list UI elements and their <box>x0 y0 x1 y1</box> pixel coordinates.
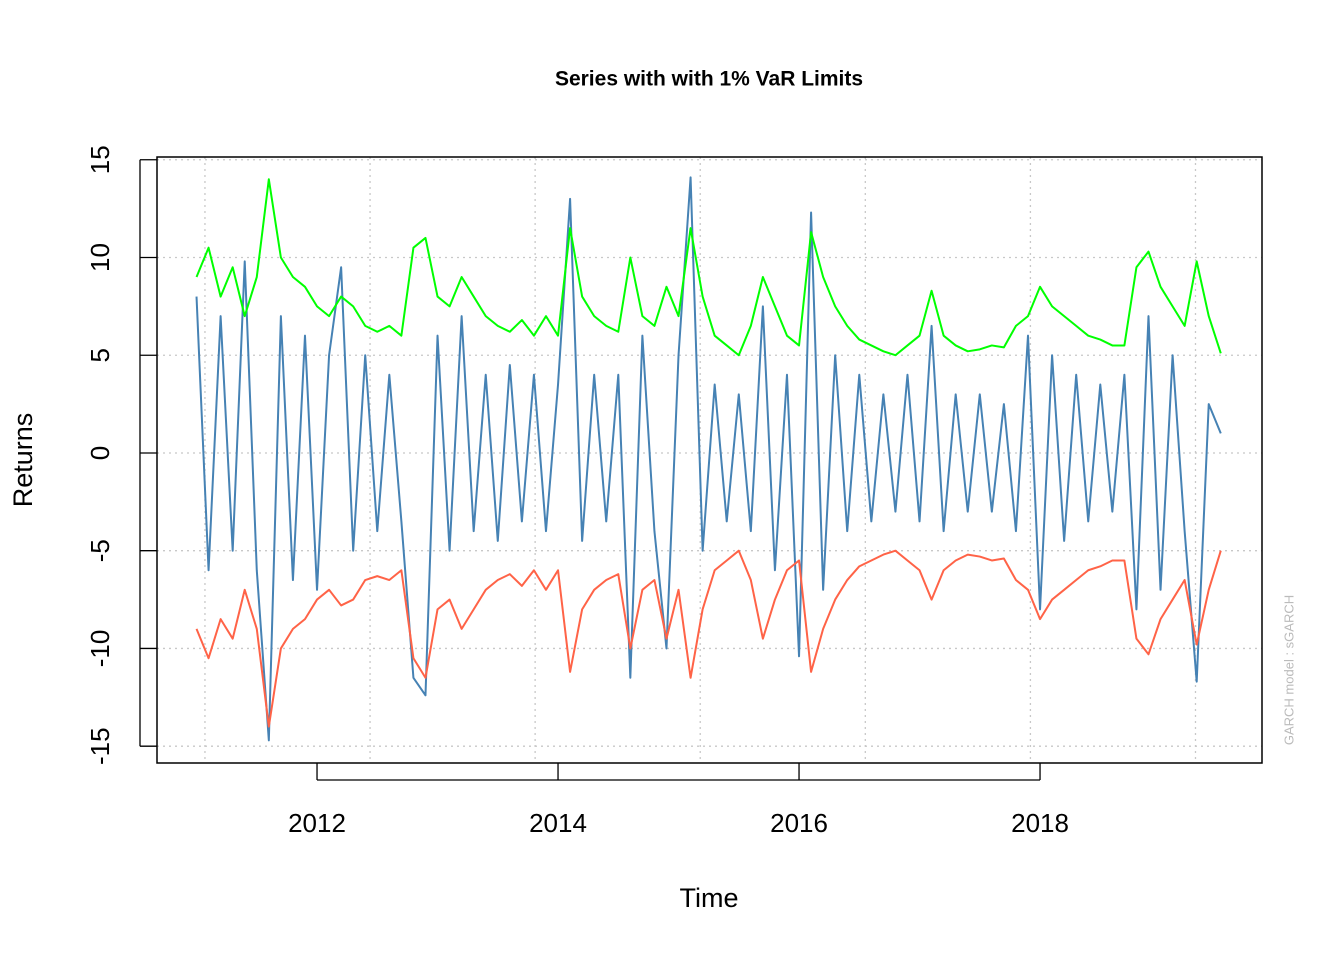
x-tick-label: 2012 <box>288 808 346 838</box>
x-axis-label: Time <box>680 883 739 913</box>
y-tick-label: -10 <box>85 630 115 668</box>
y-axis-label: Returns <box>8 413 38 508</box>
chart-title: Series with with 1% VaR Limits <box>555 68 863 91</box>
x-tick-label: 2014 <box>529 808 587 838</box>
series-line <box>195 176 1222 742</box>
y-tick-label: -15 <box>85 727 115 765</box>
x-tick-label: 2016 <box>770 808 828 838</box>
y-tick-label: 0 <box>85 446 115 460</box>
y-tick-label: -5 <box>85 539 115 562</box>
model-annotation: GARCH model : sGARCH <box>1281 595 1296 745</box>
y-tick-label: 10 <box>85 243 115 272</box>
plot-frame <box>156 156 1263 764</box>
y-tick-label: 5 <box>85 348 115 362</box>
series-line <box>195 549 1222 728</box>
series-line <box>195 178 1222 357</box>
y-tick-label: 15 <box>85 145 115 174</box>
x-tick-label: 2018 <box>1011 808 1069 838</box>
